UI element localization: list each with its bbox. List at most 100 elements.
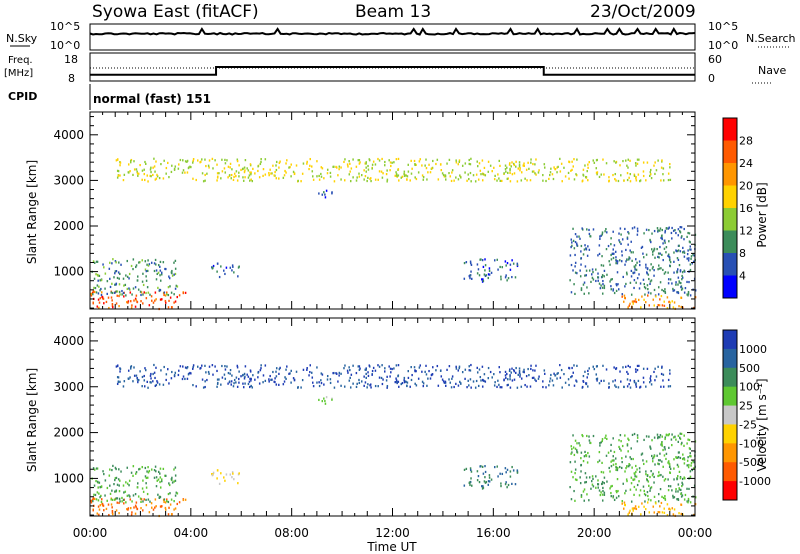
power-cell [686,252,689,256]
power-cell [656,227,659,230]
power-cell [626,172,629,175]
velocity-cell [627,465,630,468]
velocity-cell [257,376,259,379]
velocity-cell [627,372,629,376]
velocity-cell [484,476,486,479]
velocity-cell [515,371,517,374]
power-cell [660,236,662,240]
velocity-cell [410,378,413,382]
velocity-cell [663,479,666,482]
velocity-cell [498,366,501,369]
power-cell [264,173,267,176]
velocity-colorbar-tick: 1000 [739,343,767,356]
velocity-cell [648,435,650,438]
velocity-cell [663,507,665,510]
velocity-cell [386,386,388,389]
power-cell [596,276,599,279]
power-cell [635,179,638,182]
power-cell [570,169,572,172]
velocity-cell [110,498,112,501]
power-cell [247,176,250,179]
power-cell [153,157,155,160]
power-cell [356,176,358,179]
velocity-cell [608,466,610,470]
velocity-cell [431,373,433,376]
power-cell [660,234,663,238]
velocity-cell [663,446,666,449]
power-cell [647,273,650,276]
y-tick-label: 1000 [53,471,84,485]
power-cell [509,268,512,271]
power-cell [647,294,649,297]
velocity-cell [377,385,379,388]
velocity-cell [393,367,395,370]
power-cell [598,175,601,179]
power-cell [100,287,102,291]
power-cell [174,259,177,262]
power-cell [128,272,131,276]
power-cell [93,286,95,289]
velocity-cell [98,508,101,511]
power-cell [98,285,100,288]
velocity-cell [230,383,233,386]
power-cell [586,170,588,173]
velocity-cell [218,482,221,485]
velocity-cell [633,507,636,510]
power-cell [571,241,573,244]
power-cell [141,178,143,181]
velocity-cell [367,371,369,374]
sky-right-tick-top: 10^5 [708,20,738,33]
velocity-cell [424,370,426,373]
power-cell [464,171,466,174]
power-cell [606,273,608,276]
power-cell [271,172,273,175]
power-cell [659,245,661,249]
power-cell [220,177,222,180]
power-cell [664,288,666,291]
power-cell [134,297,137,300]
power-cell [672,289,674,292]
power-cell [625,159,627,162]
velocity-cell [118,484,120,487]
velocity-cell [116,364,119,367]
velocity-cell [321,400,324,403]
velocity-cell [494,381,496,384]
power-cell [325,189,328,192]
power-cell [512,262,515,265]
power-cell [676,250,679,253]
power-cell [630,240,632,243]
velocity-cell [288,372,290,375]
velocity-cell [268,380,270,383]
velocity-cell [232,472,234,475]
power-cell [131,304,133,307]
velocity-cell [132,494,135,497]
velocity-cell [681,484,683,488]
velocity-cell [618,445,620,449]
velocity-cell [163,500,165,503]
velocity-cell [220,472,222,475]
velocity-cell [460,382,462,385]
velocity-cell [470,363,472,367]
power-cell [671,300,674,303]
velocity-cell [517,373,520,376]
velocity-cell [113,498,116,501]
velocity-cell [637,379,640,383]
power-cell [368,158,371,161]
velocity-cell [617,386,620,389]
velocity-cell [615,468,617,472]
power-cell [597,279,599,282]
power-cell [602,279,604,283]
power-cell [585,269,588,272]
power-cell [657,252,660,255]
power-cell [211,267,214,270]
velocity-cell [192,366,194,369]
velocity-cell [184,366,187,369]
velocity-cell [108,513,110,517]
power-cell [397,157,400,161]
velocity-cell [647,498,650,501]
velocity-cell [655,375,658,378]
velocity-cell [644,500,646,503]
velocity-cell [173,468,175,471]
velocity-cell [570,470,573,473]
power-cell [615,259,618,262]
